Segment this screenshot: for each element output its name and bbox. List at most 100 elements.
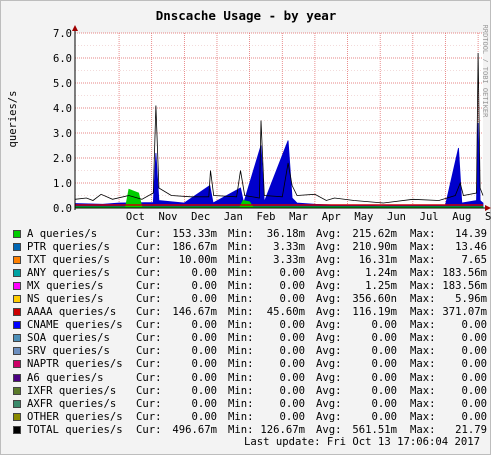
- cur-label: Cur:: [136, 280, 162, 293]
- y-tick-label: 5.0: [53, 78, 72, 90]
- y-axis-arrow: [72, 25, 78, 31]
- legend-swatch: [13, 295, 21, 304]
- avg-value: 0.00: [371, 397, 397, 410]
- legend-series-name: CNAME queries/s: [27, 319, 123, 332]
- avg-label: Avg:: [316, 358, 342, 371]
- legend-row: MX queries/s Cur: 0.00 Min: 0.00 Avg: 1.25m Max…: [12, 280, 487, 293]
- min-value: 0.00: [279, 345, 305, 358]
- cur-value: 186.67m: [172, 241, 217, 254]
- cur-label: Cur:: [136, 423, 162, 436]
- legend-swatch: [13, 399, 21, 408]
- legend-series-name: SRV queries/s: [27, 345, 110, 358]
- legend-series-name: MX queries/s: [27, 280, 104, 293]
- min-value: 0.00: [279, 280, 305, 293]
- avg-label: Avg:: [316, 397, 342, 410]
- last-update: Last update: Fri Oct 13 17:06:04 2017: [244, 436, 480, 448]
- legend-swatch: [13, 308, 21, 317]
- max-value: 371.07m: [442, 306, 487, 319]
- min-label: Min:: [228, 228, 254, 240]
- avg-value: 356.60n: [352, 293, 397, 306]
- series-total-queries-s: [74, 52, 484, 204]
- min-label: Min:: [228, 280, 254, 293]
- min-value: 0.00: [279, 293, 305, 306]
- legend-row: NAPTR queries/s Cur: 0.00 Min: 0.00 Avg: 0.00 M…: [12, 358, 487, 371]
- y-tick-label: 0.0: [53, 203, 72, 215]
- min-value: 3.33m: [273, 241, 305, 254]
- avg-label: Avg:: [316, 319, 342, 332]
- min-label: Min:: [228, 371, 254, 384]
- cur-label: Cur:: [136, 228, 162, 240]
- avg-value: 0.00: [371, 371, 397, 384]
- min-label: Min:: [228, 293, 254, 306]
- cur-label: Cur:: [136, 332, 162, 345]
- avg-label: Avg:: [316, 228, 342, 240]
- x-tick-label: Jun: [387, 211, 406, 223]
- y-tick-label: 1.0: [53, 178, 72, 190]
- min-label: Min:: [228, 306, 254, 319]
- cur-label: Cur:: [136, 319, 162, 332]
- min-label: Min:: [228, 254, 254, 267]
- cur-value: 0.00: [191, 410, 217, 423]
- legend-row: IXFR queries/s Cur: 0.00 Min: 0.00 Avg: 0.00 Ma…: [12, 385, 487, 398]
- legend-series-name: AAAA queries/s: [27, 306, 117, 319]
- legend: A queries/s Cur: 153.33m Min: 36.18m Avg: 215.…: [12, 228, 487, 437]
- max-value: 0.00: [461, 397, 487, 410]
- max-label: Max:: [410, 306, 436, 319]
- cur-label: Cur:: [136, 241, 162, 254]
- usage-chart: Dnscache Usage - by year queries/s RRDTO…: [7, 8, 491, 223]
- avg-label: Avg:: [316, 241, 342, 254]
- legend-row: OTHER queries/s Cur: 0.00 Min: 0.00 Avg: 0.00 M…: [12, 411, 487, 424]
- legend-swatch: [13, 256, 21, 265]
- min-label: Min:: [228, 345, 254, 358]
- max-value: 183.56m: [442, 280, 487, 293]
- x-tick-label: Mar: [289, 211, 308, 223]
- cur-value: 0.00: [191, 267, 217, 280]
- min-label: Min:: [228, 319, 254, 332]
- x-tick-label: Oct: [126, 211, 145, 223]
- x-tick-label: Apr: [322, 211, 341, 223]
- x-tick-label: Feb: [256, 211, 275, 223]
- y-tick-label: 7.0: [53, 28, 72, 40]
- cur-value: 0.00: [191, 371, 217, 384]
- legend-row: A queries/s Cur: 153.33m Min: 36.18m Avg: 215.…: [12, 228, 487, 241]
- max-label: Max:: [410, 371, 436, 384]
- legend-swatch: [13, 321, 21, 330]
- max-label: Max:: [410, 228, 436, 240]
- rrdtool-watermark: RRDTOOL / TOBI OETIKER: [481, 25, 489, 119]
- x-tick-label: May: [354, 211, 373, 223]
- avg-value: 0.00: [371, 358, 397, 371]
- min-value: 0.00: [279, 384, 305, 397]
- y-tick-label: 3.0: [53, 128, 72, 140]
- legend-swatch: [13, 360, 21, 369]
- legend-series-name: OTHER queries/s: [27, 410, 123, 423]
- min-value: 0.00: [279, 332, 305, 345]
- min-label: Min:: [228, 384, 254, 397]
- min-label: Min:: [228, 358, 254, 371]
- x-tick-label: Jan: [224, 211, 243, 223]
- max-value: 183.56m: [442, 267, 487, 280]
- min-value: 3.33m: [273, 254, 305, 267]
- legend-row: CNAME queries/s Cur: 0.00 Min: 0.00 Avg: 0.00 M…: [12, 319, 487, 332]
- min-label: Min:: [228, 397, 254, 410]
- min-value: 36.18m: [266, 228, 305, 240]
- max-value: 5.96m: [455, 293, 487, 306]
- legend-series-name: A6 queries/s: [27, 371, 104, 384]
- avg-label: Avg:: [316, 267, 342, 280]
- min-label: Min:: [228, 410, 254, 423]
- cur-label: Cur:: [136, 410, 162, 423]
- avg-value: 1.24m: [365, 267, 397, 280]
- legend-series-name: AXFR queries/s: [27, 397, 117, 410]
- max-value: 7.65: [461, 254, 487, 267]
- chart-title: Dnscache Usage - by year: [156, 8, 337, 23]
- legend-row: TXT queries/s Cur: 10.00m Min: 3.33m Avg: 16.3…: [12, 254, 487, 267]
- max-label: Max:: [410, 345, 436, 358]
- x-tick-label: Jul: [420, 211, 439, 223]
- avg-value: 210.90m: [352, 241, 397, 254]
- max-label: Max:: [410, 384, 436, 397]
- x-tick-label: Sep: [485, 211, 491, 223]
- cur-label: Cur:: [136, 293, 162, 306]
- legend-series-name: ANY queries/s: [27, 267, 110, 280]
- x-axis-arrow: [485, 205, 491, 211]
- legend-row: SOA queries/s Cur: 0.00 Min: 0.00 Avg: 0.00 Max…: [12, 332, 487, 345]
- min-value: 0.00: [279, 267, 305, 280]
